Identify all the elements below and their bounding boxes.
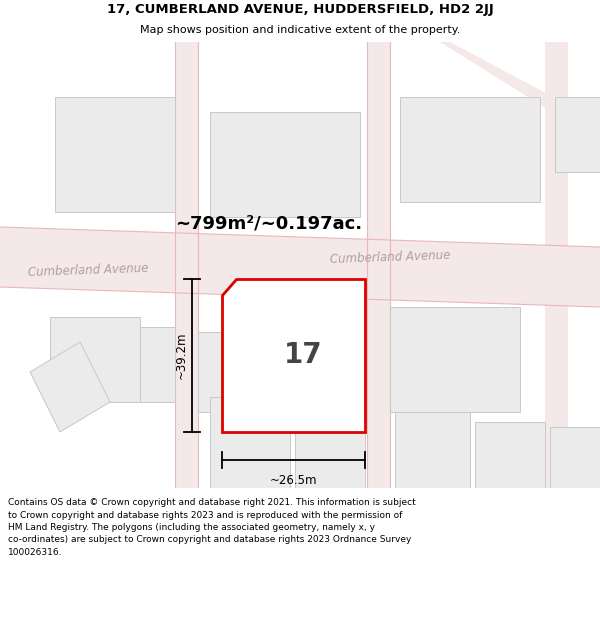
Text: ~26.5m: ~26.5m bbox=[270, 474, 317, 487]
Polygon shape bbox=[395, 412, 470, 488]
Polygon shape bbox=[175, 42, 198, 488]
Polygon shape bbox=[50, 317, 140, 402]
Polygon shape bbox=[210, 397, 290, 488]
Text: Contains OS data © Crown copyright and database right 2021. This information is : Contains OS data © Crown copyright and d… bbox=[8, 498, 416, 557]
Polygon shape bbox=[0, 257, 600, 302]
Text: Cumberland Avenue: Cumberland Avenue bbox=[330, 248, 451, 266]
Polygon shape bbox=[367, 42, 390, 488]
Polygon shape bbox=[210, 112, 360, 217]
Polygon shape bbox=[475, 422, 545, 488]
Polygon shape bbox=[555, 97, 600, 172]
Polygon shape bbox=[390, 307, 520, 412]
Polygon shape bbox=[440, 42, 600, 142]
Text: Map shows position and indicative extent of the property.: Map shows position and indicative extent… bbox=[140, 25, 460, 35]
Text: ~39.2m: ~39.2m bbox=[175, 332, 188, 379]
Polygon shape bbox=[0, 227, 600, 307]
Polygon shape bbox=[550, 427, 600, 488]
Polygon shape bbox=[30, 342, 110, 432]
Polygon shape bbox=[545, 42, 568, 488]
Polygon shape bbox=[140, 327, 175, 402]
Text: Cumberland Avenue: Cumberland Avenue bbox=[28, 261, 149, 279]
Polygon shape bbox=[0, 232, 600, 277]
Text: 17, CUMBERLAND AVENUE, HUDDERSFIELD, HD2 2JJ: 17, CUMBERLAND AVENUE, HUDDERSFIELD, HD2… bbox=[107, 2, 493, 16]
Polygon shape bbox=[400, 97, 540, 202]
Polygon shape bbox=[198, 332, 260, 412]
Text: 17: 17 bbox=[284, 341, 323, 369]
Text: ~799m²/~0.197ac.: ~799m²/~0.197ac. bbox=[175, 214, 362, 232]
Polygon shape bbox=[222, 279, 365, 432]
Polygon shape bbox=[55, 97, 175, 212]
Polygon shape bbox=[295, 402, 365, 488]
Polygon shape bbox=[255, 322, 360, 412]
